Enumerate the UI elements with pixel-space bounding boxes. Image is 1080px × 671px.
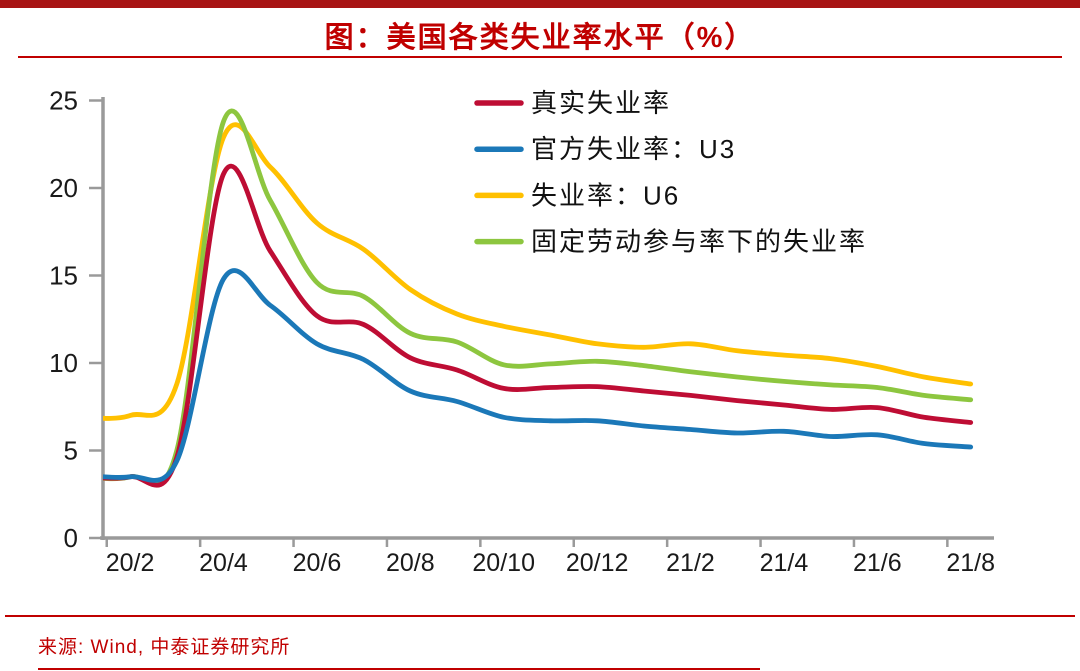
legend-item-real-unemployment: 真实失业率 (474, 88, 671, 118)
x-tick-label: 20/2 (106, 549, 155, 577)
title-divider (18, 56, 1062, 58)
y-tick-label: 20 (49, 173, 78, 203)
x-tick-label: 21/6 (853, 549, 902, 577)
series-line-u6 (103, 122, 974, 421)
x-tick-label: 21/2 (666, 549, 715, 577)
top-accent-bar (0, 0, 1080, 8)
y-tick-label: 15 (49, 261, 78, 291)
x-tick-label: 20/12 (566, 549, 629, 577)
legend-label-fixed-lfpr: 固定劳动参与率下的失业率 (531, 227, 867, 257)
x-tick-label: 20/4 (199, 549, 248, 577)
bottom-edge-rule (38, 668, 760, 670)
source-note: 来源: Wind, 中泰证券研究所 (38, 637, 291, 658)
chart-title: 图：美国各类失业率水平（%） (324, 22, 756, 54)
y-tick-label: 25 (49, 86, 78, 116)
legend-label-real-unemployment: 真实失业率 (531, 88, 671, 118)
footer-divider (5, 615, 1075, 617)
y-tick-label: 10 (49, 348, 78, 378)
legend-label-u6: 失业率：U6 (531, 180, 680, 210)
y-tick-label: 0 (64, 523, 78, 553)
series-line-real-unemployment (103, 163, 974, 488)
x-tick-label: 20/10 (472, 549, 535, 577)
series-line-fixed-lfpr (103, 108, 974, 487)
x-tick-label: 21/4 (760, 549, 809, 577)
x-tick-label: 21/8 (946, 549, 995, 577)
legend-item-fixed-lfpr: 固定劳动参与率下的失业率 (474, 227, 867, 257)
legend-item-official-u3: 官方失业率：U3 (474, 134, 736, 164)
y-tick-label: 5 (64, 436, 78, 466)
x-tick-label: 20/8 (386, 549, 435, 577)
x-tick-label: 20/6 (293, 549, 342, 577)
series-line-official-u3 (103, 268, 974, 483)
legend-item-u6: 失业率：U6 (474, 180, 680, 210)
legend-label-official-u3: 官方失业率：U3 (531, 134, 736, 164)
